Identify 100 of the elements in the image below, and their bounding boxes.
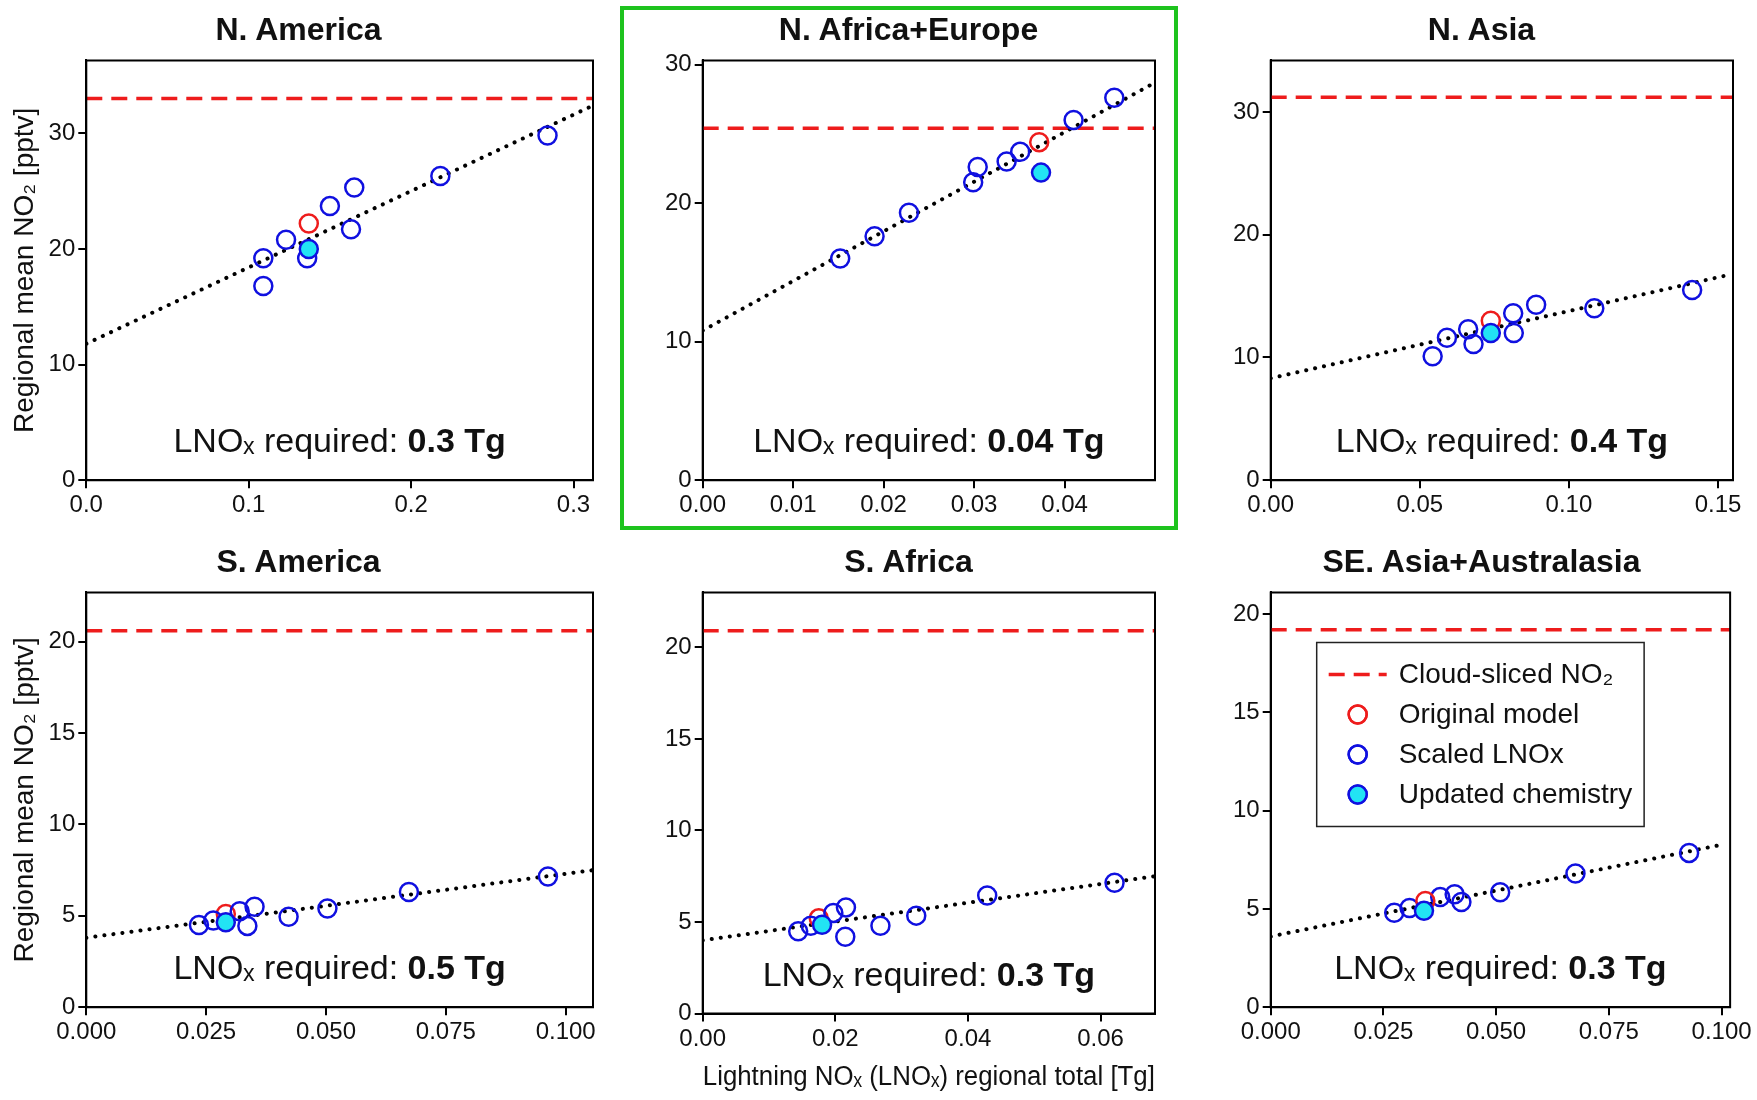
- annotation: LNOₓ required: 0.04 Tg: [753, 421, 1105, 460]
- point: [298, 213, 320, 234]
- x-tick-label: 0.00: [679, 1023, 727, 1051]
- x-tick-label: 0.050: [1466, 1017, 1527, 1045]
- point: [1444, 883, 1465, 905]
- point: [1480, 322, 1502, 344]
- x-tick-label: 0.100: [535, 1017, 596, 1045]
- y-tick-label: 5: [1246, 893, 1260, 921]
- x-tick-label: 0.3: [556, 490, 591, 518]
- point: [1030, 162, 1052, 183]
- y-axis-title: Regional mean NO₂ [pptv]: [7, 107, 39, 433]
- y-tick-label: 0: [678, 464, 692, 492]
- x-tick-label: 0.04: [1041, 490, 1088, 518]
- y-tick-label: 5: [61, 900, 76, 928]
- y-tick-label: 15: [664, 723, 692, 751]
- point: [298, 238, 320, 260]
- x-tick-label: 0.075: [415, 1017, 476, 1045]
- point: [398, 881, 420, 903]
- y-tick-label: 10: [48, 349, 76, 377]
- y-tick-label: 0: [678, 998, 692, 1026]
- y-tick-label: 30: [1232, 96, 1260, 124]
- point: [1463, 333, 1484, 355]
- legend-label: Updated chemistry: [1398, 778, 1633, 810]
- y-tick-label: 20: [664, 631, 692, 659]
- x-tick-label: 0.10: [1545, 490, 1593, 518]
- y-tick-label: 10: [664, 815, 692, 843]
- x-tick-label: 0.075: [1578, 1017, 1639, 1045]
- point: [787, 920, 809, 942]
- x-tick-label: 0.01: [769, 490, 817, 518]
- annotation: LNOₓ required: 0.3 Tg: [173, 421, 506, 460]
- legend-label: Cloud-sliced NO₂: [1398, 658, 1614, 690]
- point: [1457, 318, 1479, 340]
- point: [229, 901, 250, 922]
- x-tick-label: 0.00: [679, 490, 727, 518]
- point: [1063, 109, 1084, 131]
- x-tick-label: 0.0: [69, 490, 103, 518]
- y-tick-label: 30: [664, 49, 692, 77]
- point: [203, 910, 224, 931]
- point: [1413, 900, 1435, 922]
- point: [829, 248, 851, 269]
- point: [1009, 141, 1031, 163]
- y-tick-label: 10: [664, 326, 692, 354]
- point: [1565, 863, 1586, 884]
- x-tick-label: 0.06: [1077, 1023, 1124, 1051]
- point: [275, 229, 297, 250]
- y-tick-label: 0: [61, 991, 76, 1019]
- y-tick-label: 0: [1246, 991, 1260, 1019]
- point: [898, 202, 920, 224]
- point: [1503, 322, 1525, 344]
- point: [967, 156, 988, 178]
- y-tick-label: 20: [48, 233, 76, 261]
- point: [835, 897, 857, 918]
- annotation: LNOₓ required: 0.3 Tg: [1334, 948, 1667, 987]
- y-tick-label: 5: [678, 906, 692, 934]
- chart-title: S. Africa: [844, 543, 974, 580]
- x-tick-label: 0.025: [1353, 1017, 1414, 1045]
- point: [823, 902, 844, 924]
- point: [1451, 891, 1472, 913]
- point: [864, 226, 885, 247]
- point: [870, 915, 891, 936]
- y-tick-label: 15: [48, 717, 76, 745]
- point: [317, 898, 338, 919]
- x-tick-label: 0.05: [1396, 490, 1444, 518]
- point: [1383, 902, 1405, 924]
- y-tick-label: 0: [61, 464, 76, 492]
- x-tick-label: 0.000: [56, 1017, 117, 1045]
- y-tick-label: 10: [1232, 795, 1260, 823]
- point: [188, 914, 210, 936]
- y-tick-label: 20: [1232, 219, 1260, 247]
- y-tick-label: 10: [48, 809, 76, 837]
- point: [1422, 345, 1443, 367]
- point: [344, 177, 365, 198]
- point: [962, 172, 984, 193]
- x-tick-label: 0.15: [1694, 490, 1742, 518]
- y-tick-label: 20: [48, 626, 76, 654]
- legend-label: Scaled LNOx: [1398, 738, 1564, 770]
- chart-title: SE. Asia+Australasia: [1322, 543, 1641, 580]
- y-tick-label: 30: [48, 117, 76, 145]
- annotation: LNOₓ required: 0.4 Tg: [1335, 421, 1669, 460]
- y-tick-label: 10: [1232, 342, 1260, 370]
- x-tick-label: 0.100: [1691, 1017, 1752, 1045]
- y-tick-label: 20: [664, 187, 692, 215]
- point: [319, 195, 341, 217]
- x-tick-label: 0.00: [1247, 490, 1295, 518]
- point: [1525, 294, 1547, 315]
- point: [237, 915, 258, 937]
- x-tick-label: 0.1: [232, 490, 266, 518]
- x-tick-label: 0.025: [176, 1017, 237, 1045]
- chart-title: N. Africa+Europe: [778, 11, 1039, 48]
- annotation: LNOₓ required: 0.3 Tg: [762, 954, 1096, 993]
- point: [1681, 279, 1703, 301]
- x-axis-title: Lightning NOₓ (LNOₓ) regional total [Tg]: [702, 1059, 1155, 1092]
- point: [253, 247, 274, 269]
- point: [976, 885, 998, 906]
- y-axis-title: Regional mean NO₂ [pptv]: [7, 637, 39, 963]
- x-tick-label: 0.02: [860, 490, 907, 518]
- point: [1584, 298, 1605, 319]
- x-tick-label: 0.000: [1240, 1017, 1301, 1045]
- point: [244, 896, 265, 917]
- point: [340, 219, 362, 240]
